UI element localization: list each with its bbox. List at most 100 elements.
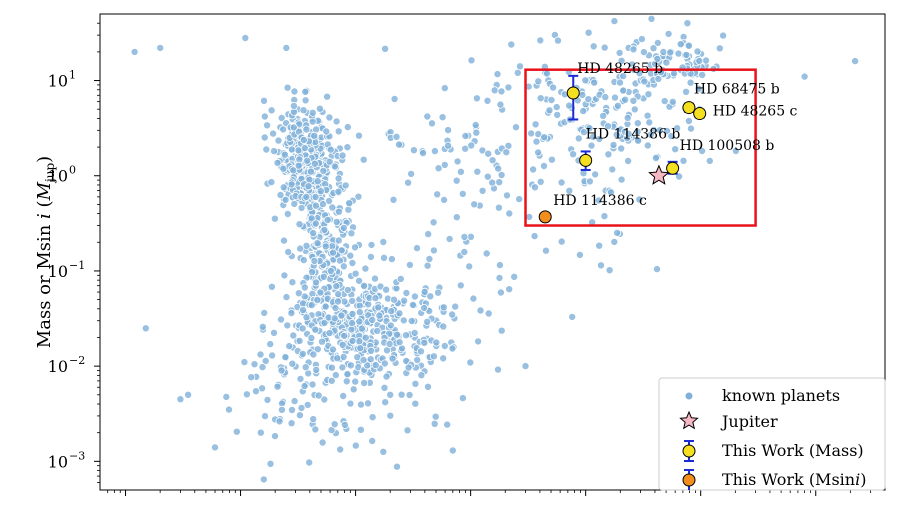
known-planet-point [673, 124, 682, 133]
known-planet-point [382, 285, 391, 294]
planet-label: HD 68475 b [694, 82, 780, 98]
known-planet-point [263, 395, 272, 404]
known-planet-point [156, 43, 165, 52]
known-planet-point [240, 358, 249, 367]
known-planet-point [495, 273, 504, 282]
known-planet-point [380, 359, 389, 368]
known-planet-point [531, 120, 540, 129]
known-planet-point [484, 149, 493, 158]
known-planet-point [301, 363, 310, 372]
this-work-point [666, 161, 680, 175]
known-planet-point [410, 292, 419, 301]
known-planet-point [379, 253, 388, 262]
known-planet-point [325, 157, 334, 166]
known-planet-point [328, 345, 337, 354]
known-planet-point [427, 119, 436, 128]
known-planet-point [453, 157, 462, 166]
known-planet-point [319, 272, 328, 281]
known-planet-point [390, 95, 399, 104]
known-planet-point [613, 101, 622, 110]
known-planet-point [260, 133, 269, 142]
legend-jupiter-marker [679, 410, 699, 430]
known-planet-point [387, 307, 396, 316]
known-planet-point [302, 313, 311, 322]
known-planet-point [589, 42, 598, 51]
known-planet-point [326, 145, 335, 154]
known-planet-point [310, 256, 319, 265]
known-planet-point [309, 229, 318, 238]
known-planet-point [668, 97, 677, 106]
known-planet-point [299, 135, 308, 144]
known-planet-point [698, 146, 707, 155]
known-planet-point [496, 288, 505, 297]
known-planet-point [346, 251, 355, 260]
known-planet-point [440, 160, 449, 169]
known-planet-point [423, 317, 432, 326]
known-planet-point [444, 141, 453, 150]
known-planet-point [313, 345, 322, 354]
known-planet-point [684, 117, 693, 126]
known-planet-point [363, 399, 372, 408]
known-planet-point [587, 141, 596, 150]
known-planet-point [395, 309, 404, 318]
known-planet-point [460, 232, 469, 241]
known-planet-point [351, 269, 360, 278]
planet-label: HD 48265 b [577, 61, 663, 77]
known-planet-point [222, 392, 231, 401]
known-planet-point [458, 189, 467, 198]
known-planet-point [320, 395, 329, 404]
known-planet-point [471, 121, 480, 130]
legend-mass-label: This Work (Mass) [722, 441, 864, 460]
known-planet-point [407, 316, 416, 325]
known-planet-point [313, 295, 322, 304]
known-planet-point [473, 167, 482, 176]
known-planet-point [575, 250, 584, 259]
known-planet-point [331, 371, 340, 380]
known-planet-point [306, 167, 315, 176]
known-planet-point [308, 380, 317, 389]
known-planet-point [354, 192, 363, 201]
known-planet-point [599, 111, 608, 120]
known-planet-point [323, 92, 332, 101]
known-planet-point [682, 87, 691, 96]
known-planet-point [529, 165, 538, 174]
known-planet-point [294, 289, 303, 298]
known-planet-point [448, 344, 457, 353]
known-planet-point [307, 301, 316, 310]
known-planet-point [280, 150, 289, 159]
known-planet-point [283, 321, 292, 330]
known-planet-point [319, 166, 328, 175]
known-planet-point [653, 55, 662, 64]
known-planet-point [654, 74, 663, 83]
known-planet-point [494, 203, 503, 212]
known-planet-point [424, 230, 433, 239]
ylabel-italic: i [34, 213, 55, 219]
known-planet-point [686, 78, 695, 87]
known-planet-point [540, 133, 549, 142]
known-planet-point [554, 36, 563, 45]
known-planet-point [565, 186, 574, 195]
known-planet-point [601, 93, 610, 102]
known-planet-point [367, 346, 376, 355]
known-planet-point [493, 365, 502, 374]
known-planet-point [334, 290, 343, 299]
known-planet-point [318, 438, 327, 447]
known-planet-point [637, 35, 646, 44]
known-planet-point [610, 237, 619, 246]
known-planet-point [612, 130, 621, 139]
known-planet-point [316, 187, 325, 196]
known-planet-point [379, 447, 388, 456]
ytick-label-exp: 0 [69, 164, 76, 177]
known-planet-point [451, 302, 460, 311]
known-planet-point [325, 113, 334, 122]
known-planet-point [399, 316, 408, 325]
known-planet-point [360, 378, 369, 387]
known-planet-point [634, 136, 643, 145]
known-planet-point [258, 363, 267, 372]
known-planet-point [368, 436, 377, 445]
known-planet-point [363, 361, 372, 370]
known-planet-point [381, 398, 390, 407]
known-planet-point [647, 14, 656, 23]
known-planet-point [334, 236, 343, 245]
